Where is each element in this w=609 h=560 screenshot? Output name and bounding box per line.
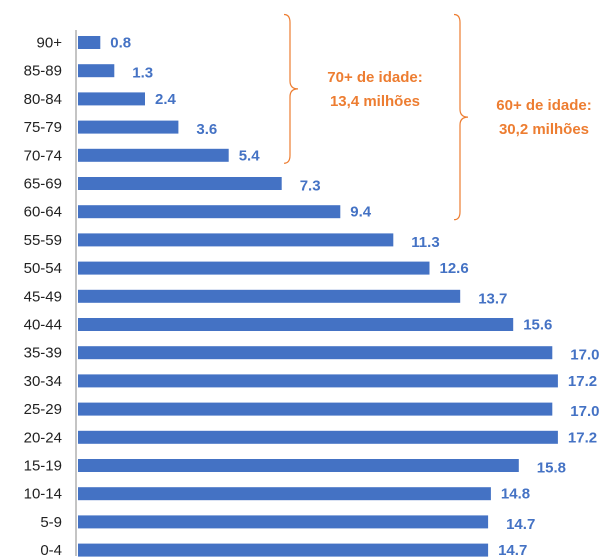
value-labels-group: 0.81.32.4 3.6 5.4 7.3 9.4 11.312.6 13.7 15.6 17.… bbox=[110, 35, 599, 560]
bar-55-59 bbox=[78, 233, 394, 247]
bar-70-74 bbox=[78, 148, 229, 162]
bar-40-44 bbox=[78, 318, 514, 331]
tick-label-90+: 90+ bbox=[37, 35, 63, 52]
bar-80-84 bbox=[78, 92, 145, 106]
bar-75-79 bbox=[78, 120, 179, 134]
value-label-55-59: 11.3 bbox=[411, 234, 439, 251]
tick-label-65-69: 65-69 bbox=[24, 176, 62, 193]
tick-label-80-84: 80-84 bbox=[24, 91, 62, 108]
value-label-45-49: 13.7 bbox=[478, 290, 507, 307]
bar-45-49 bbox=[78, 289, 461, 303]
tick-label-55-59: 55-59 bbox=[24, 232, 62, 249]
bar-35-39 bbox=[78, 346, 553, 360]
bar-60-64 bbox=[78, 205, 341, 219]
brace-70-plus bbox=[283, 13, 299, 164]
brace-60-plus bbox=[453, 13, 469, 221]
tick-label-85-89: 85-89 bbox=[24, 63, 62, 80]
bar-85-89 bbox=[78, 64, 115, 78]
bar-10-14 bbox=[78, 487, 491, 501]
bar-50-54 bbox=[78, 261, 430, 275]
bars-group bbox=[78, 36, 558, 557]
tick-labels-group: 90+ 85-89 80-84 75-79 70-74 65-69 60-64 55-59 50… bbox=[24, 35, 63, 560]
bar-15-19 bbox=[78, 459, 519, 472]
tick-label-30-34: 30-34 bbox=[24, 373, 62, 390]
value-label-25-29: 17.0 bbox=[570, 403, 599, 420]
tick-label-50-54: 50-54 bbox=[24, 260, 62, 277]
value-label-0-4: 14.7 bbox=[498, 542, 527, 559]
value-label-65-69: 7.3 bbox=[300, 178, 321, 195]
tick-label-35-39: 35-39 bbox=[24, 345, 62, 362]
tick-label-10-14: 10-14 bbox=[24, 486, 62, 503]
bar-65-69 bbox=[78, 177, 282, 190]
value-label-90+: 0.8 bbox=[110, 35, 131, 52]
bar-0-4 bbox=[78, 543, 489, 557]
annotation-60-plus-line-1: 60+ de idade: bbox=[496, 97, 591, 114]
bar-25-29 bbox=[78, 402, 553, 416]
value-label-5-9: 14.7 bbox=[506, 516, 535, 533]
value-label-20-24: 17.2 bbox=[568, 429, 597, 446]
tick-label-15-19: 15-19 bbox=[24, 458, 62, 475]
value-label-35-39: 17.0 bbox=[570, 347, 599, 364]
annotation-70-plus-line-2: 13,4 milhões bbox=[330, 93, 420, 110]
value-label-75-79: 3.6 bbox=[196, 121, 217, 138]
bar-5-9 bbox=[78, 515, 489, 529]
value-label-10-14: 14.8 bbox=[501, 486, 530, 503]
annotation-60-plus-line-2: 30,2 milhões bbox=[499, 121, 589, 138]
tick-label-75-79: 75-79 bbox=[24, 119, 62, 136]
value-label-40-44: 15.6 bbox=[523, 317, 552, 334]
tick-label-5-9: 5-9 bbox=[40, 514, 62, 531]
value-label-30-34: 17.2 bbox=[568, 373, 597, 390]
annotations-group: 70+ de idade: 13,4 milhões 60+ de idade: 30… bbox=[283, 13, 592, 221]
value-label-60-64: 9.4 bbox=[350, 204, 372, 221]
value-label-80-84: 2.4 bbox=[155, 91, 177, 108]
tick-label-0-4: 0-4 bbox=[40, 542, 62, 559]
bar-30-34 bbox=[78, 374, 558, 388]
tick-label-60-64: 60-64 bbox=[24, 204, 62, 221]
bar-90+ bbox=[78, 36, 101, 49]
tick-label-25-29: 25-29 bbox=[24, 401, 62, 418]
value-label-70-74: 5.4 bbox=[239, 147, 261, 164]
value-label-85-89: 1.3 bbox=[132, 65, 153, 82]
tick-label-70-74: 70-74 bbox=[24, 147, 62, 164]
tick-label-20-24: 20-24 bbox=[24, 429, 62, 446]
value-label-50-54: 12.6 bbox=[440, 260, 469, 277]
bar-20-24 bbox=[78, 430, 558, 444]
tick-label-40-44: 40-44 bbox=[24, 317, 62, 334]
value-label-15-19: 15.8 bbox=[537, 460, 566, 477]
tick-label-45-49: 45-49 bbox=[24, 288, 62, 305]
annotation-70-plus-line-1: 70+ de idade: bbox=[327, 69, 422, 86]
